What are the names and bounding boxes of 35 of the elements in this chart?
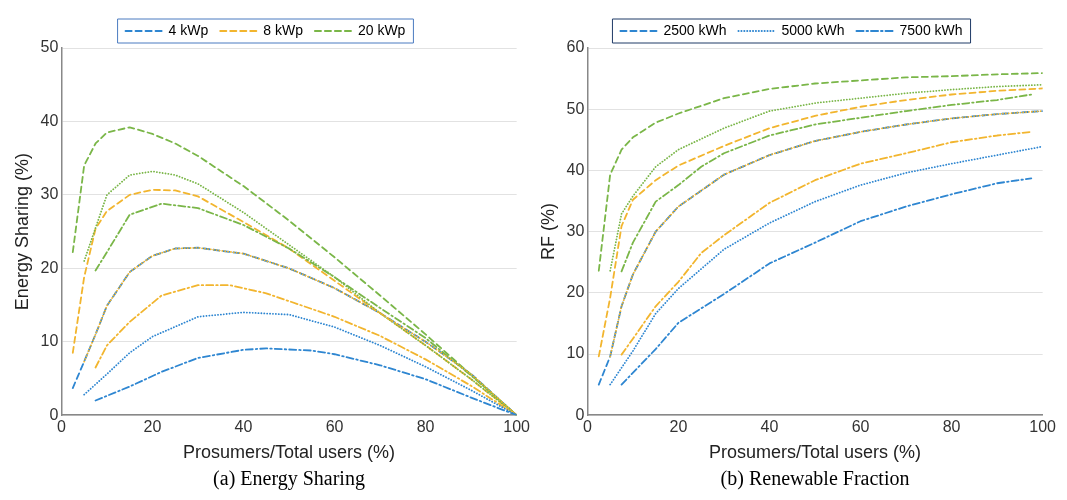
x-tick-label: 80 <box>416 418 435 436</box>
x-tick-label: 40 <box>234 418 253 436</box>
y-tick-label: 60 <box>566 38 585 56</box>
x-tick-label: 60 <box>325 418 344 436</box>
x-tick-label: 60 <box>851 418 870 436</box>
y-tick-label: 10 <box>40 332 59 350</box>
y-tick-label: 30 <box>40 185 59 203</box>
y-tick-label: 0 <box>575 405 585 423</box>
y-axis-title: RF (%) <box>537 203 558 261</box>
x-tick-label: 20 <box>669 418 688 436</box>
legend-label: 2500 kWh <box>663 21 727 38</box>
x-tick-label: 80 <box>942 418 961 436</box>
y-tick-label: 50 <box>40 38 59 56</box>
y-tick-label: 20 <box>40 258 59 276</box>
legend-label: 4 kWp <box>168 21 209 38</box>
y-tick-label: 40 <box>566 160 585 178</box>
x-axis-title: Prosumers/Total users (%) <box>708 442 922 463</box>
legend-label: 8 kWp <box>263 21 304 38</box>
y-tick-label: 10 <box>566 344 585 362</box>
y-tick-label: 20 <box>566 283 585 301</box>
x-axis-title: Prosumers/Total users (%) <box>182 442 396 463</box>
y-axis-title: Energy Sharing (%) <box>11 153 32 311</box>
text: (a) Energy Sharing <box>213 467 365 491</box>
y-tick-label: 0 <box>49 405 59 423</box>
x-tick-label: 100 <box>1029 418 1057 436</box>
legend-label: 20 kWp <box>357 21 406 38</box>
y-tick-label: 50 <box>566 99 585 117</box>
x-tick-label: 20 <box>143 418 162 436</box>
y-tick-label: 30 <box>566 222 585 240</box>
x-tick-label: 40 <box>760 418 779 436</box>
text: (b) Renewable Fraction <box>720 467 910 491</box>
y-tick-label: 40 <box>40 111 59 129</box>
legend-label: 5000 kWh <box>781 21 845 38</box>
legend-label: 7500 kWh <box>899 21 963 38</box>
x-tick-label: 100 <box>503 418 531 436</box>
